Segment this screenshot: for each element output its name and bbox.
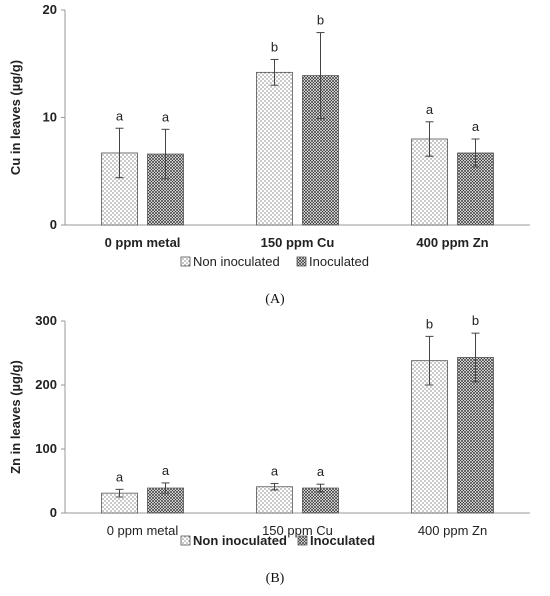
legend-swatch xyxy=(296,256,307,267)
significance-letter: a xyxy=(472,119,480,134)
y-tick-label: 100 xyxy=(35,441,57,456)
bar xyxy=(457,152,494,226)
legend-entry: Non inoculated xyxy=(193,533,287,548)
bar xyxy=(457,357,494,514)
significance-letter: a xyxy=(317,464,325,479)
panel-label: (A) xyxy=(265,292,285,307)
y-tick-label: 0 xyxy=(50,505,57,520)
significance-letter: b xyxy=(317,13,324,28)
x-tick-label: 150 ppm Cu xyxy=(262,523,333,538)
legend-swatch xyxy=(297,535,308,546)
significance-letter: a xyxy=(426,102,434,117)
y-tick-label: 200 xyxy=(35,377,57,392)
significance-letter: a xyxy=(162,109,170,124)
legend-entry: Inoculated xyxy=(310,533,375,548)
significance-letter: b xyxy=(472,313,479,328)
chart-b: 0 100 200 300 Zn in leaves (µg/g) a a 0 ppm met… xyxy=(8,313,530,586)
x-tick-label: 400 ppm Zn xyxy=(416,235,488,250)
y-axis-label: Cu in leaves (µg/g) xyxy=(8,60,23,175)
bar xyxy=(147,487,184,514)
legend-swatch xyxy=(180,535,191,546)
y-tick-label: 300 xyxy=(35,313,57,328)
x-tick-label: 0 ppm metal xyxy=(105,235,181,250)
y-tick-label: 10 xyxy=(43,110,57,125)
significance-letter: a xyxy=(116,108,124,123)
significance-letter: b xyxy=(426,316,433,331)
significance-letter: a xyxy=(271,464,279,479)
legend-entry: Non inoculated xyxy=(193,254,280,269)
bar xyxy=(256,71,293,226)
significance-letter: a xyxy=(116,469,124,484)
bar xyxy=(256,486,293,514)
x-tick-label: 150 ppm Cu xyxy=(261,235,335,250)
significance-letter: b xyxy=(271,39,278,54)
x-tick-label: 400 ppm Zn xyxy=(418,523,487,538)
legend-swatch xyxy=(180,256,191,267)
y-tick-label: 0 xyxy=(50,217,57,232)
x-tick-label: 0 ppm metal xyxy=(107,523,179,538)
bar xyxy=(411,360,448,514)
chart-a: 0 10 20 Cu in leaves (µg/g) a a 0 ppm metal b b 1… xyxy=(8,2,530,307)
legend-entry: Inoculated xyxy=(309,254,369,269)
panel-label: (B) xyxy=(266,571,285,586)
significance-letter: a xyxy=(162,463,170,478)
y-axis-label: Zn in leaves (µg/g) xyxy=(8,360,23,474)
y-tick-label: 20 xyxy=(43,2,57,17)
